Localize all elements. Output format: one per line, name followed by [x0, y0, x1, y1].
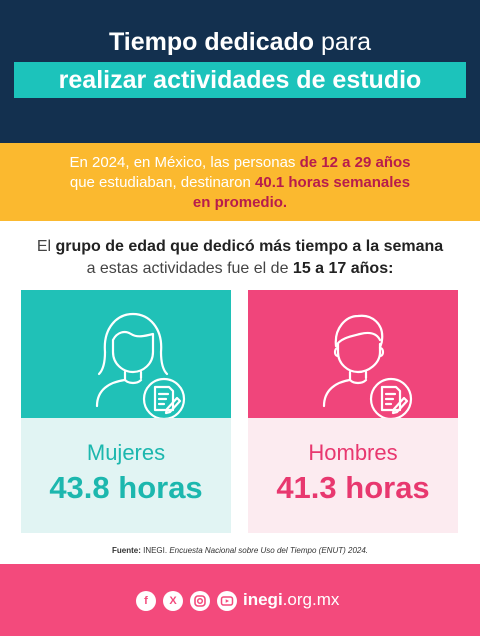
- x-icon[interactable]: X: [163, 591, 183, 611]
- facebook-icon[interactable]: f: [136, 591, 156, 611]
- instagram-glyph: [194, 595, 206, 607]
- men-card-top: [248, 290, 458, 421]
- title-bold: Tiempo dedicado: [108, 28, 315, 56]
- summary-line-2: que estudiaban, destinaron 40.1 horas se…: [69, 174, 411, 191]
- page-subtitle: realizar actividades de estudio: [58, 66, 422, 94]
- women-value: 43.8 horas: [49, 470, 203, 505]
- title-rest: para: [314, 28, 372, 56]
- man-studying-icon: [322, 314, 413, 421]
- women-card-bottom: Mujeres 43.8 horas: [21, 418, 231, 533]
- summary-banner: En 2024, en México, las personas de 12 a…: [0, 143, 480, 221]
- instagram-icon[interactable]: [190, 591, 210, 611]
- youtube-icon[interactable]: [217, 591, 237, 611]
- summary-line-1: En 2024, en México, las personas de 12 a…: [69, 154, 411, 171]
- summary-line-3: en promedio.: [192, 194, 288, 211]
- website-link[interactable]: inegi.org.mx: [243, 590, 340, 609]
- subtitle-highlight: [14, 62, 466, 98]
- men-value: 41.3 horas: [276, 470, 430, 505]
- men-card-bottom: Hombres 41.3 horas: [248, 418, 458, 533]
- page-title: Tiempo dedicado para: [0, 25, 480, 59]
- men-label: Hombres: [308, 440, 398, 465]
- woman-studying-icon: [95, 312, 186, 421]
- women-label: Mujeres: [86, 440, 166, 465]
- intro-line-1: El grupo de edad que dedicó más tiempo a…: [36, 238, 444, 255]
- intro-line-2: a estas actividades fue el de 15 a 17 añ…: [86, 260, 394, 277]
- source-note: Fuente: INEGI. Encuesta Nacional sobre U…: [111, 546, 369, 555]
- women-card-top: [21, 290, 231, 421]
- youtube-glyph: [220, 596, 234, 606]
- footer-bar: [0, 564, 480, 636]
